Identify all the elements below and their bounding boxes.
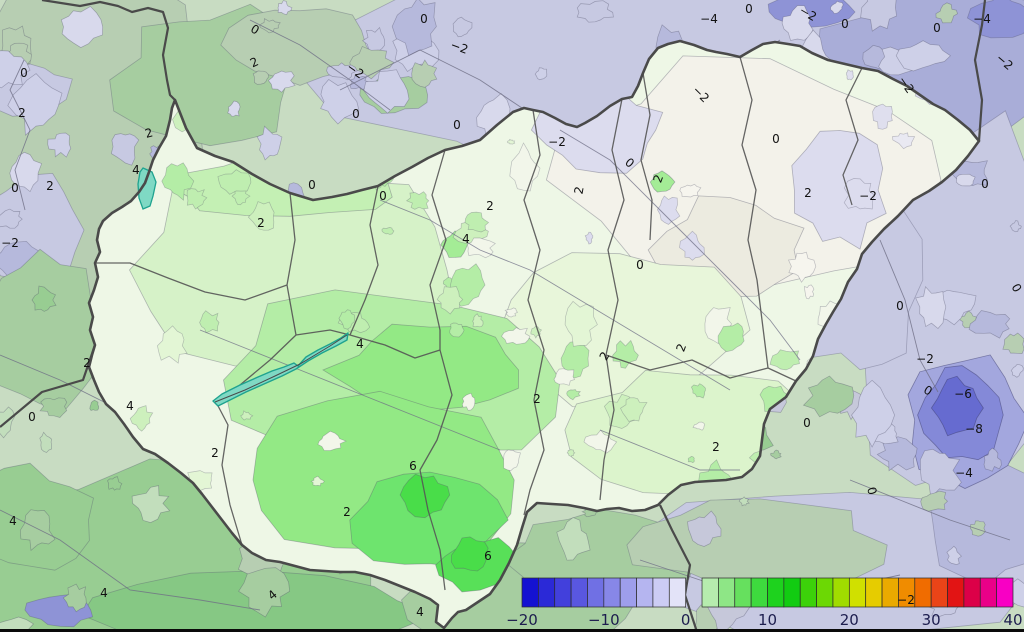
colorbar-cell	[930, 577, 948, 608]
colorbar-tick-label: 20	[840, 611, 859, 629]
contour-label: 0	[981, 177, 989, 191]
colorbar-cell	[668, 577, 687, 608]
colorbar-cell	[832, 577, 850, 608]
colorbar-cell	[652, 577, 670, 608]
colorbar-cell	[783, 577, 801, 608]
lake-neusiedl	[137, 167, 157, 210]
contour-label: 6	[409, 459, 417, 473]
contour-label: 2	[572, 185, 587, 195]
colorbar-cell	[963, 577, 981, 608]
colorbar-tick-label: −20	[506, 611, 538, 629]
colorbar-cell	[881, 577, 899, 608]
contour-label: −8	[965, 422, 983, 436]
contour-label: −4	[955, 466, 973, 480]
contour-label: 0	[803, 416, 811, 430]
contour-label: −2	[449, 38, 470, 57]
contour-label: 0	[772, 132, 780, 146]
colorbar-cell	[996, 577, 1014, 608]
colorbar-tick-label: −10	[588, 611, 620, 629]
contour-label: −2	[1, 236, 19, 250]
contour-label: 2	[486, 199, 494, 213]
colorbar-cell	[603, 577, 621, 608]
colorbar-cell	[701, 577, 719, 608]
contour-label: −6	[954, 387, 972, 401]
colorbar-tick-label: 0	[681, 611, 691, 629]
contour-label: 4	[356, 337, 364, 351]
colorbar-tick-label: 30	[922, 611, 941, 629]
colorbar-cell	[848, 577, 867, 608]
contour-label: 4	[462, 232, 470, 246]
contour-label: 0	[28, 410, 36, 424]
contour-label: 4	[132, 163, 140, 177]
colorbar: −20 −10 0 10 20 30 40	[506, 577, 1023, 629]
contour-label: 2	[673, 342, 689, 354]
hungary-border	[87, 39, 981, 630]
contour-label: 2	[18, 106, 26, 120]
contour-label: 0	[420, 12, 428, 26]
contour-label: 2	[712, 440, 720, 454]
colorbar-cell	[538, 577, 556, 608]
contour-label: 2	[46, 179, 54, 193]
contour-label: 0	[933, 21, 941, 35]
contour-label: 0	[864, 485, 880, 496]
contour-label: 2	[143, 125, 154, 141]
colorbar-cell	[816, 577, 834, 608]
contour-label: 0	[11, 181, 19, 195]
contour-label: −2	[548, 135, 566, 149]
contour-label: −4	[700, 12, 718, 26]
bottom-edge-line	[0, 629, 1024, 632]
lake-balaton	[212, 332, 349, 407]
contour-label: 0	[636, 258, 644, 272]
colorbar-cell	[587, 577, 605, 608]
colorbar-cell	[799, 577, 817, 608]
contour-label: 0	[453, 118, 461, 132]
colorbar-cell	[619, 577, 637, 608]
colorbar-cell	[914, 577, 932, 608]
contour-label: 2	[650, 173, 666, 185]
colorbar-cell	[636, 577, 654, 608]
colorbar-cell	[570, 577, 588, 608]
colorbar-cell	[979, 577, 997, 608]
contour-label: 0	[841, 17, 849, 31]
colorbar-cell	[734, 577, 752, 608]
colorbar-cell	[750, 577, 768, 608]
contour-label: 0	[896, 299, 904, 313]
colorbar-cell	[865, 577, 883, 608]
contour-label: −4	[973, 12, 991, 26]
contour-label: 4	[100, 586, 108, 600]
contour-label: 4	[126, 399, 134, 413]
colorbar-cell	[554, 577, 572, 608]
contour-label: 2	[257, 216, 265, 230]
colorbar-cell	[718, 577, 736, 608]
contour-label: −2	[859, 189, 877, 203]
contour-label: −2	[897, 593, 915, 607]
colorbar-cell	[521, 577, 539, 608]
county-borders	[95, 56, 863, 591]
contour-label: 0	[379, 189, 387, 203]
hungary-interior	[104, 55, 942, 593]
contour-label: 0	[352, 107, 360, 121]
contour-label: 0	[308, 178, 316, 192]
colorbar-tick-label: 10	[758, 611, 777, 629]
contour-label: 0	[20, 66, 28, 80]
contour-label: 2	[83, 356, 91, 370]
contour-label: −2	[916, 352, 934, 366]
contour-label: 2	[533, 392, 541, 406]
colorbar-cell	[947, 577, 965, 608]
contour-label: 2	[343, 505, 351, 519]
contour-label: 4	[9, 514, 17, 528]
contour-label: 2	[804, 186, 812, 200]
lakes	[137, 167, 349, 407]
contour-label: 6	[484, 549, 492, 563]
colorbar-tick-label: 40	[1003, 611, 1022, 629]
contour-label: 0	[745, 2, 753, 16]
colorbar-cell	[767, 577, 785, 608]
contour-label: 4	[416, 605, 424, 619]
contour-label: 2	[211, 446, 219, 460]
